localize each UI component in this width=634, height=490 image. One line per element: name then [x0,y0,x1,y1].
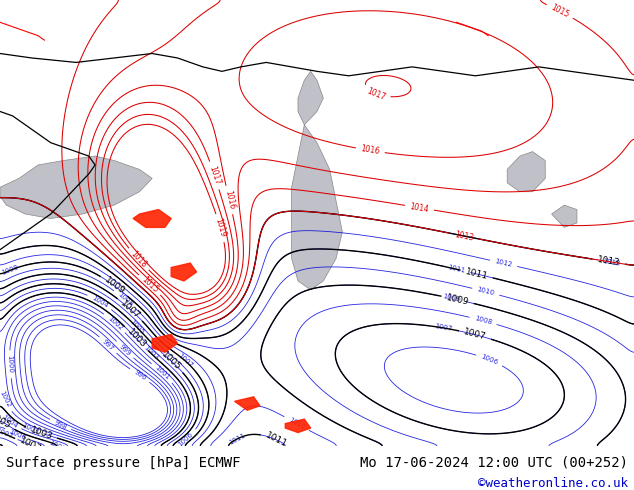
Text: 1003: 1003 [21,422,40,435]
Text: Surface pressure [hPa] ECMWF: Surface pressure [hPa] ECMWF [6,456,241,469]
Text: 1003: 1003 [29,425,54,441]
Text: 1011: 1011 [264,431,288,449]
Text: 1007: 1007 [177,353,194,369]
Polygon shape [171,263,197,281]
Text: 1005: 1005 [48,439,67,453]
Polygon shape [235,397,260,410]
Text: 999: 999 [118,343,132,357]
Text: 1004: 1004 [91,294,109,309]
Text: 1006: 1006 [480,354,499,366]
Text: 1009: 1009 [446,293,470,307]
Text: 1007: 1007 [119,298,142,320]
Text: 1003: 1003 [125,327,148,350]
Text: 1014: 1014 [410,202,430,214]
Text: 1011: 1011 [465,267,489,281]
Text: 1004: 1004 [1,414,18,429]
Text: 1007: 1007 [0,428,14,440]
Text: 1017: 1017 [366,86,387,101]
Text: 1000: 1000 [6,355,14,373]
Text: 1002: 1002 [106,315,124,331]
Text: 1006: 1006 [177,431,195,447]
Text: 1016: 1016 [223,190,236,210]
Polygon shape [133,210,171,227]
Text: 1015: 1015 [549,3,571,20]
Text: 1007: 1007 [463,327,488,342]
Text: 1011: 1011 [448,265,466,274]
Polygon shape [552,205,577,227]
Text: 996: 996 [133,369,147,382]
Text: 1005: 1005 [129,319,145,336]
Text: 1019: 1019 [214,218,228,239]
Text: 1006: 1006 [8,429,27,441]
Text: 1016: 1016 [360,145,380,156]
Text: 1009: 1009 [442,294,461,303]
Text: 1010: 1010 [476,287,495,297]
Text: 1009: 1009 [103,275,126,296]
Text: 1005: 1005 [0,412,12,431]
Text: 1011: 1011 [228,432,246,446]
Polygon shape [0,156,152,219]
Text: 1009: 1009 [1,265,20,276]
Text: 1015: 1015 [139,275,160,295]
Text: 1012: 1012 [495,258,513,269]
Text: Mo 17-06-2024 12:00 UTC (00+252): Mo 17-06-2024 12:00 UTC (00+252) [359,456,628,469]
Text: 997: 997 [101,338,115,352]
Polygon shape [285,419,311,433]
Polygon shape [292,72,342,290]
Text: 1013: 1013 [454,230,474,242]
Text: 1001: 1001 [153,365,171,381]
Text: 1008: 1008 [116,292,134,308]
Text: 1013: 1013 [602,258,621,267]
Text: 1013: 1013 [597,255,621,268]
Text: 1018: 1018 [129,249,148,270]
Text: 1010: 1010 [287,416,306,431]
Text: 1007: 1007 [434,323,453,332]
Text: 1007: 1007 [18,436,42,454]
Text: ©weatheronline.co.uk: ©weatheronline.co.uk [477,477,628,490]
Text: 998: 998 [53,419,68,430]
Text: 1003: 1003 [142,345,159,362]
Text: 1008: 1008 [474,316,493,326]
Text: 1002: 1002 [0,390,11,409]
Polygon shape [152,334,178,352]
Polygon shape [507,151,545,192]
Text: 1017: 1017 [207,165,222,186]
Text: 1005: 1005 [160,350,183,372]
